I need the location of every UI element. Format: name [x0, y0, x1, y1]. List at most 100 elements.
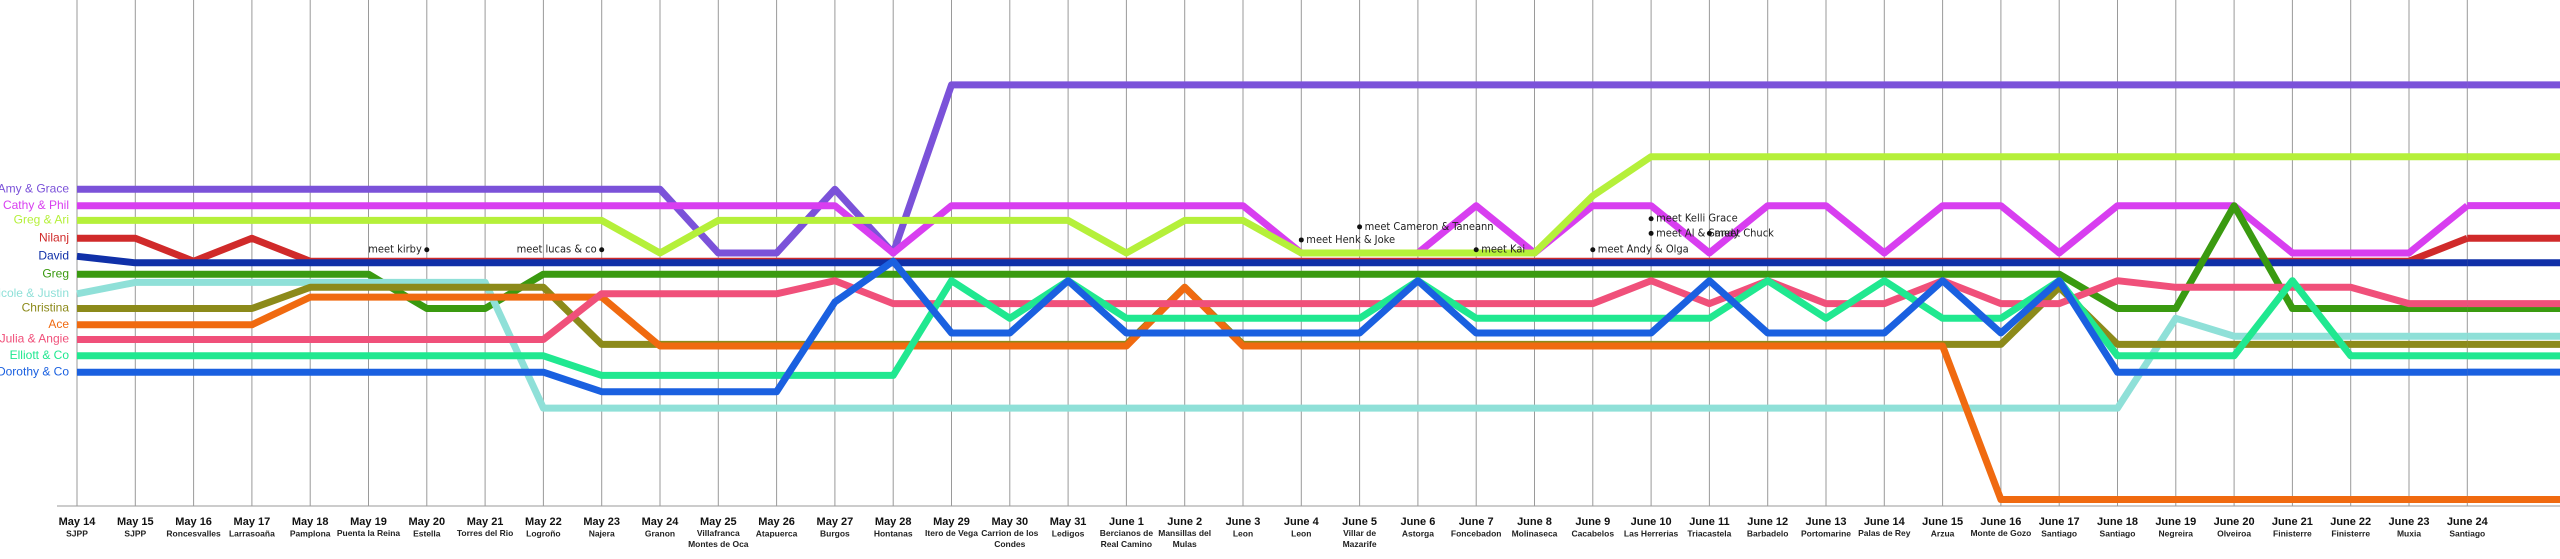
- town-label: SJPP: [66, 528, 88, 538]
- annotation-dot: [1298, 237, 1304, 243]
- x-tick-label: May 21: [467, 516, 504, 528]
- town-label: Astorga: [1402, 528, 1434, 538]
- x-tick-label: May 28: [875, 516, 912, 528]
- legend-label: Greg & Ari: [14, 213, 69, 227]
- x-tick-label: June 7: [1459, 516, 1494, 528]
- annotation-dot: [1473, 247, 1479, 253]
- x-tick-label: May 30: [991, 516, 1028, 528]
- x-tick-label: June 13: [1806, 516, 1847, 528]
- x-tick-label: May 26: [758, 516, 795, 528]
- legend-label: David: [38, 248, 69, 262]
- legend-label: Nicole & Justin: [0, 286, 69, 300]
- series-line: [77, 202, 2468, 312]
- x-tick-label: June 6: [1400, 516, 1435, 528]
- town-label: Villar de Mazarife: [1343, 528, 1377, 549]
- x-tick-label: June 11: [1689, 516, 1729, 528]
- annotation-dot: [1357, 224, 1363, 230]
- town-label: Foncebadon: [1451, 528, 1502, 538]
- x-tick-label: June 17: [2039, 516, 2080, 528]
- legend-label: Ace: [48, 317, 69, 331]
- x-tick-label: May 23: [583, 516, 620, 528]
- series-line: [76, 278, 2468, 412]
- town-label: Santiago: [2041, 528, 2077, 538]
- annotation: meet Al & Sandy: [1656, 226, 1739, 239]
- town-label: Larrasoaña: [229, 528, 275, 538]
- town-label: Triacastela: [1687, 528, 1731, 538]
- x-tick-label: June 12: [1747, 516, 1788, 528]
- x-tick-label: May 14: [59, 516, 97, 528]
- series-line: [77, 202, 2470, 257]
- town-label: Carrion de los Condes: [981, 528, 1038, 549]
- town-label: Roncesvalles: [166, 528, 221, 538]
- legend-label: Nilanj: [39, 230, 69, 244]
- x-tick-label: June 21: [2272, 516, 2313, 528]
- town-label: Hontanas: [874, 528, 913, 538]
- series-line: [77, 234, 2469, 265]
- town-label: Puenta la Reina: [337, 528, 401, 538]
- annotation: meet kirby: [368, 243, 422, 256]
- annotation-dot: [424, 247, 430, 253]
- x-tick-label: June 19: [2155, 516, 2196, 528]
- town-label: Pamplona: [290, 528, 331, 538]
- legend-label: Christina: [22, 301, 70, 315]
- legend-label: Cathy & Phil: [3, 198, 69, 212]
- town-label: Portomarine: [1801, 528, 1851, 538]
- x-tick-label: June 22: [2330, 516, 2371, 528]
- x-tick-label: June 9: [1575, 516, 1610, 528]
- town-label: SJPP: [124, 528, 146, 538]
- x-tick-label: June 20: [2214, 516, 2255, 528]
- town-label: Finisterre: [2273, 528, 2312, 538]
- series-line: [77, 153, 2468, 257]
- legend-label: Greg: [42, 266, 69, 280]
- annotation-dot: [1648, 216, 1654, 222]
- x-tick-label: June 1: [1109, 516, 1144, 528]
- town-label: Molinaseca: [1512, 528, 1558, 538]
- annotation: meet Henk & Joke: [1306, 233, 1395, 246]
- town-label: Torres del Rio: [457, 528, 514, 538]
- annotation: meet Andy & Olga: [1598, 243, 1689, 256]
- x-tick-label: June 16: [1980, 516, 2021, 528]
- x-tick-label: May 31: [1050, 516, 1087, 528]
- town-label: Granon: [645, 528, 675, 538]
- x-tick-label: June 10: [1631, 516, 1672, 528]
- x-tick-label: May 18: [292, 516, 329, 528]
- town-label: Finisterre: [2331, 528, 2370, 538]
- x-tick-label: May 22: [525, 516, 562, 528]
- series-line: [77, 81, 2468, 257]
- annotation-dot: [1648, 230, 1654, 236]
- town-label: Muxia: [2397, 528, 2421, 538]
- town-label: Santiago: [2100, 528, 2136, 538]
- x-tick-label: May 27: [817, 516, 854, 528]
- x-tick-label: June 18: [2097, 516, 2138, 528]
- x-tick-label: May 25: [700, 516, 737, 528]
- legend-label: Julia & Angie: [0, 332, 69, 346]
- annotation: meet Cameron & Taneann: [1365, 220, 1494, 233]
- town-label: Barbadelo: [1747, 528, 1789, 538]
- x-tick-label: June 24: [2447, 516, 2489, 528]
- legend-label: Dorothy & Co: [0, 364, 69, 378]
- town-label: Negreira: [2159, 528, 2194, 538]
- x-tick-label: May 15: [117, 516, 154, 528]
- town-label: Leon: [1233, 528, 1253, 538]
- annotation: meet Chuck: [1714, 226, 1774, 239]
- x-tick-label: May 19: [350, 516, 387, 528]
- x-tick-label: May 29: [933, 516, 970, 528]
- x-tick-label: June 8: [1517, 516, 1552, 528]
- series-line: [76, 252, 2468, 267]
- town-label: Las Herrerias: [1624, 528, 1679, 538]
- town-label: Cacabelos: [1572, 528, 1615, 538]
- x-tick-label: May 24: [642, 516, 680, 528]
- legend-label: Amy & Grace: [0, 182, 69, 196]
- town-label: Villafranca Montes de Oca: [688, 528, 749, 549]
- x-tick-label: June 2: [1167, 516, 1202, 528]
- annotation-dot: [1590, 247, 1596, 253]
- annotation-dot: [599, 247, 605, 253]
- town-label: Monte de Gozo: [1970, 528, 2031, 538]
- town-label: Itero de Vega: [925, 528, 978, 538]
- town-label: Logroño: [526, 528, 560, 538]
- x-tick-label: May 17: [234, 516, 271, 528]
- legend-label: Elliott & Co: [10, 348, 70, 362]
- town-label: Ledigos: [1052, 528, 1085, 538]
- town-label: Atapuerca: [756, 528, 798, 538]
